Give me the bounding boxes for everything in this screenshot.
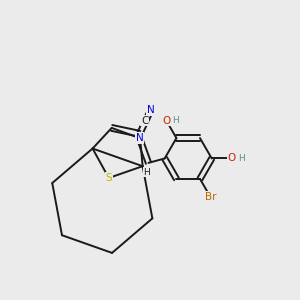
Text: N: N bbox=[147, 105, 155, 115]
Text: C: C bbox=[141, 116, 148, 126]
Text: H: H bbox=[172, 116, 179, 125]
Text: O: O bbox=[228, 154, 236, 164]
Text: S: S bbox=[106, 173, 112, 183]
Text: H: H bbox=[144, 168, 150, 177]
Text: O: O bbox=[162, 116, 170, 126]
Text: Br: Br bbox=[205, 192, 216, 202]
Text: H: H bbox=[238, 154, 244, 163]
Text: N: N bbox=[136, 133, 143, 143]
